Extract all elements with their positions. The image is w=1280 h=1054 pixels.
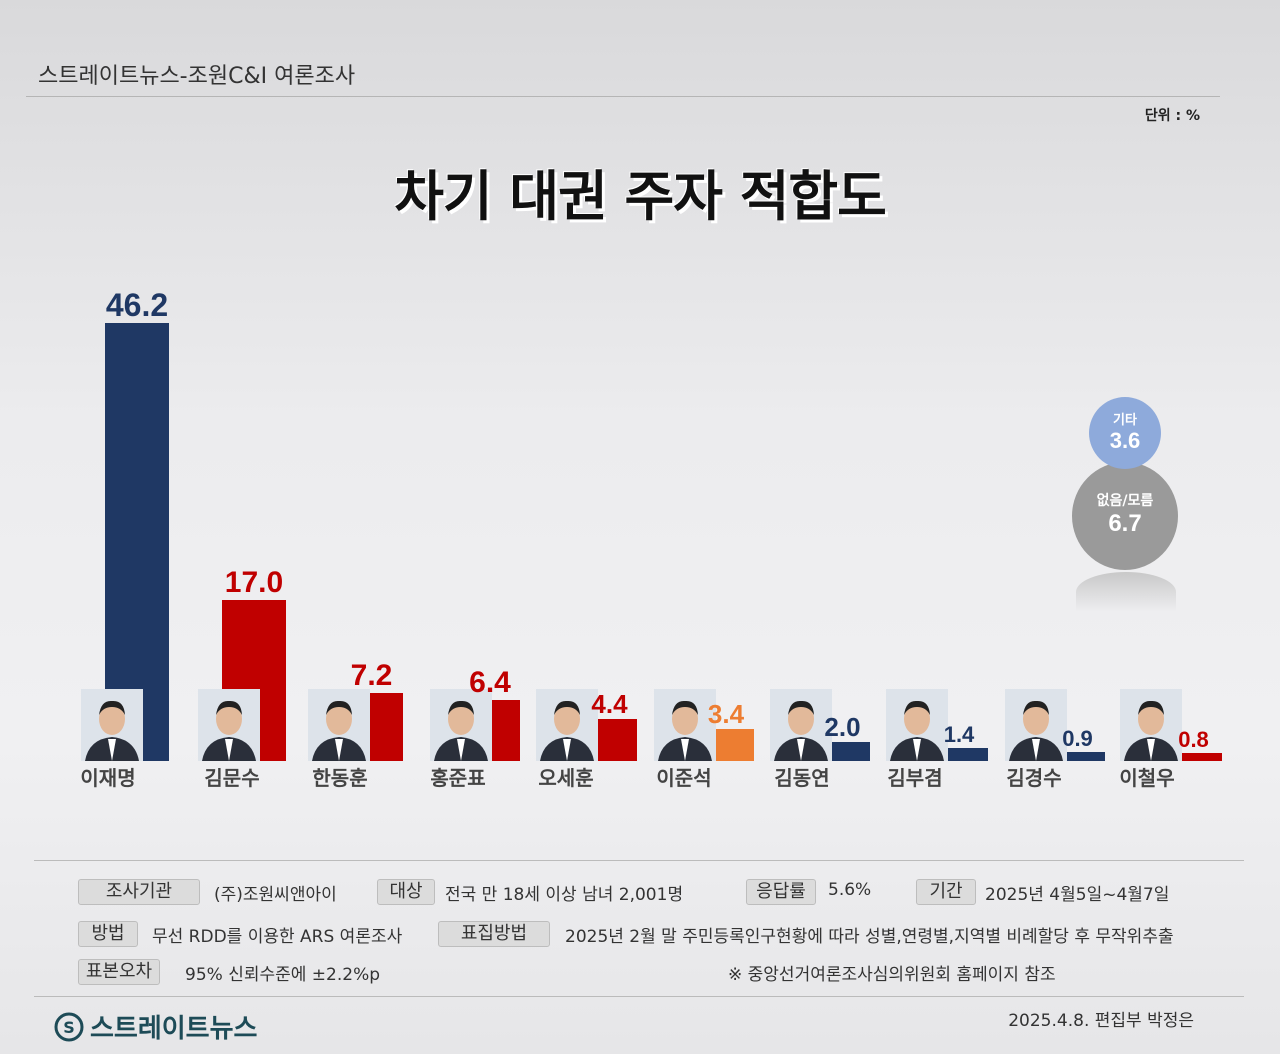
candidate-photo bbox=[536, 689, 598, 761]
info-sampling: 2025년 2월 말 주민등록인구현황에 따라 성별,연령별,지역별 비례할당 … bbox=[565, 927, 1174, 947]
info-period: 2025년 4월5일~4월7일 bbox=[985, 885, 1170, 905]
value-label: 46.2 bbox=[105, 287, 169, 323]
category-label: 이철우 bbox=[1119, 766, 1175, 790]
logo-text: 스트레이트뉴스 bbox=[90, 1014, 258, 1044]
bar-0 bbox=[105, 323, 169, 761]
value-label: 4.4 bbox=[591, 689, 628, 720]
divider bbox=[26, 96, 1220, 97]
candidate-photo bbox=[1005, 689, 1067, 761]
candidate-photo bbox=[81, 689, 143, 761]
category-label: 김경수 bbox=[1006, 766, 1062, 790]
info-method: 무선 RDD를 이용한 ARS 여론조사 bbox=[152, 927, 403, 947]
category-label: 홍준표 bbox=[430, 766, 486, 790]
bubble-none-unknown: 없음/모름 6.7 bbox=[1072, 462, 1178, 570]
logo: S 스트레이트뉴스 bbox=[54, 1008, 257, 1045]
bar-8 bbox=[1050, 752, 1105, 761]
candidate-photo bbox=[198, 689, 260, 761]
category-label: 이준석 bbox=[656, 766, 712, 790]
tag-period: 기간 bbox=[916, 879, 976, 905]
value-label: 1.4 bbox=[943, 721, 975, 747]
category-label: 오세훈 bbox=[538, 766, 594, 790]
survey-source: 스트레이트뉴스-조원C&I 여론조사 bbox=[38, 64, 356, 89]
info-target: 전국 만 18세 이상 남녀 2,001명 bbox=[445, 885, 684, 905]
credit: 2025.4.8. 편집부 박정은 bbox=[1008, 1011, 1194, 1031]
circle-reflection bbox=[1076, 572, 1176, 612]
category-label: 김문수 bbox=[204, 766, 260, 790]
unit-label: 단위 : % bbox=[1144, 108, 1200, 124]
value-label: 0.8 bbox=[1178, 727, 1209, 753]
info-rate: 5.6% bbox=[828, 880, 872, 900]
divider bbox=[34, 860, 1244, 861]
value-label: 7.2 bbox=[350, 658, 393, 692]
divider bbox=[34, 996, 1244, 997]
bubble-label: 기타 bbox=[1113, 413, 1137, 428]
candidate-photo bbox=[654, 689, 716, 761]
candidate-photo bbox=[886, 689, 948, 761]
bubble-value: 6.7 bbox=[1108, 510, 1142, 537]
candidate-photo bbox=[308, 689, 370, 761]
reference-note: ※ 중앙선거여론조사심의위원회 홈페이지 참조 bbox=[728, 965, 1056, 985]
value-label: 2.0 bbox=[824, 712, 861, 743]
info-org: (주)조원씨앤아이 bbox=[214, 885, 337, 905]
tag-error: 표본오차 bbox=[78, 959, 160, 985]
value-label: 6.4 bbox=[469, 666, 511, 700]
logo-icon: S bbox=[54, 1012, 84, 1041]
category-label: 한동훈 bbox=[312, 766, 368, 790]
value-label: 3.4 bbox=[707, 698, 745, 729]
value-label: 0.9 bbox=[1062, 726, 1093, 752]
candidate-photo bbox=[770, 689, 832, 761]
candidate-photo bbox=[430, 689, 492, 761]
bar-9 bbox=[1165, 753, 1222, 761]
tag-org: 조사기관 bbox=[78, 879, 200, 905]
tag-target: 대상 bbox=[377, 879, 435, 905]
value-label: 17.0 bbox=[224, 565, 284, 599]
candidate-photo bbox=[1120, 689, 1182, 761]
svg-text:S: S bbox=[63, 1018, 75, 1037]
tag-rate: 응답률 bbox=[746, 879, 816, 905]
info-error: 95% 신뢰수준에 ±2.2%p bbox=[185, 965, 381, 985]
category-label: 김동연 bbox=[774, 766, 830, 790]
bubble-other: 기타 3.6 bbox=[1089, 397, 1161, 469]
chart-title: 차기 대권 주자 적합도 bbox=[394, 165, 887, 228]
tag-sampling: 표집방법 bbox=[438, 921, 550, 947]
tag-method: 방법 bbox=[78, 921, 138, 947]
bubble-label: 없음/모름 bbox=[1096, 493, 1154, 509]
bubble-value: 3.6 bbox=[1109, 428, 1141, 453]
category-label: 이재명 bbox=[80, 766, 136, 790]
category-label: 김부겸 bbox=[887, 766, 943, 790]
bar-chart: 46.2 이재명 17.0 김문수 7.2 한동훈 6.4 홍준표 4.4 오세훈 3.4 이준석 2.… bbox=[80, 287, 1222, 790]
